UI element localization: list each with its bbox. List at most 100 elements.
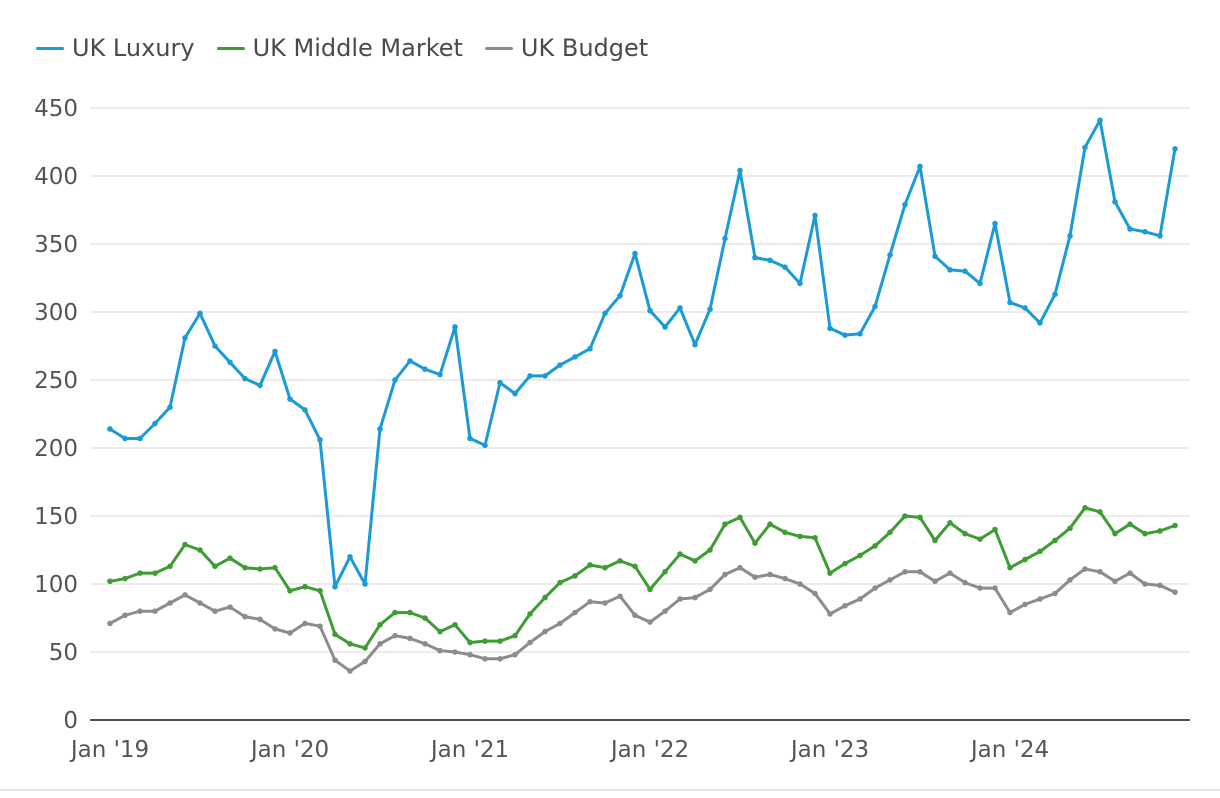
data-point-uk-budget	[257, 616, 263, 623]
data-point-uk-luxury	[797, 280, 803, 287]
data-point-uk-budget	[647, 619, 653, 625]
data-point-uk-luxury	[812, 212, 818, 219]
data-point-uk-budget	[107, 620, 113, 627]
data-point-uk-middle-market	[107, 578, 113, 585]
data-point-uk-budget	[1022, 601, 1028, 608]
y-tick-label-350: 350	[34, 232, 78, 258]
data-point-uk-budget	[167, 600, 173, 606]
data-point-uk-luxury	[347, 554, 353, 560]
data-point-uk-luxury	[482, 442, 488, 449]
data-point-uk-luxury	[1097, 117, 1103, 124]
legend-swatch-uk-budget	[484, 46, 513, 50]
data-point-uk-luxury	[737, 167, 743, 174]
legend-swatch-uk-luxury	[36, 46, 64, 50]
data-point-uk-middle-market	[752, 540, 758, 546]
data-point-uk-budget	[347, 668, 353, 674]
data-point-uk-luxury	[1142, 228, 1148, 235]
data-point-uk-budget	[302, 620, 308, 627]
data-point-uk-budget	[707, 586, 713, 593]
data-point-uk-middle-market	[272, 564, 278, 571]
data-point-uk-middle-market	[887, 529, 893, 536]
data-point-uk-middle-market	[737, 514, 743, 521]
data-point-uk-middle-market	[257, 566, 263, 572]
data-point-uk-budget	[1127, 570, 1133, 576]
data-point-uk-middle-market	[467, 639, 473, 646]
data-point-uk-middle-market	[347, 641, 353, 647]
data-point-uk-budget	[887, 577, 893, 583]
data-point-uk-middle-market	[1142, 530, 1148, 537]
data-point-uk-luxury	[932, 253, 938, 260]
data-point-uk-luxury	[1067, 233, 1073, 239]
data-point-uk-luxury	[1082, 144, 1088, 151]
data-point-uk-luxury	[272, 348, 278, 355]
series-line-uk-middle-market	[108, 506, 1177, 650]
data-point-uk-middle-market	[317, 588, 323, 594]
data-point-uk-budget	[857, 596, 863, 602]
data-point-uk-luxury	[1127, 226, 1133, 232]
legend-swatch-uk-middle-market	[216, 46, 245, 50]
data-point-uk-luxury	[647, 307, 653, 314]
data-point-uk-middle-market	[977, 536, 983, 542]
data-point-uk-luxury	[662, 324, 668, 330]
data-point-uk-budget	[212, 608, 218, 614]
data-point-uk-budget	[812, 590, 818, 597]
data-point-uk-luxury	[677, 305, 683, 311]
data-point-uk-budget	[617, 593, 623, 600]
data-point-uk-budget	[242, 613, 248, 620]
data-point-uk-middle-market	[602, 564, 608, 571]
data-point-uk-budget	[977, 585, 983, 591]
data-point-uk-luxury	[527, 373, 533, 379]
data-point-uk-luxury	[212, 343, 218, 349]
data-point-uk-middle-market	[872, 543, 878, 549]
x-tick-label-5: Jan '24	[969, 737, 1049, 763]
data-point-uk-luxury	[452, 324, 458, 330]
data-point-uk-luxury	[587, 345, 593, 352]
data-point-uk-middle-market	[242, 564, 248, 571]
data-point-uk-luxury	[407, 358, 413, 364]
data-point-uk-middle-market	[932, 537, 938, 544]
data-point-uk-budget	[902, 568, 908, 575]
data-point-uk-budget	[542, 628, 548, 635]
data-point-uk-luxury	[227, 359, 233, 366]
data-point-uk-middle-market	[332, 631, 338, 638]
legend-label-uk-middle-market: UK Middle Market	[252, 34, 463, 62]
data-point-uk-luxury	[632, 250, 638, 257]
data-point-uk-budget	[797, 581, 803, 587]
data-point-uk-luxury	[842, 332, 848, 338]
data-point-uk-luxury	[692, 341, 698, 348]
data-point-uk-middle-market	[407, 609, 413, 616]
data-point-uk-luxury	[767, 257, 773, 264]
data-point-uk-middle-market	[572, 573, 578, 579]
data-point-uk-luxury	[392, 377, 398, 383]
x-tick-label-1: Jan '20	[249, 737, 329, 763]
data-point-uk-middle-market	[512, 632, 518, 639]
data-point-uk-luxury	[122, 435, 128, 442]
data-point-uk-luxury	[1052, 291, 1058, 298]
data-point-uk-budget	[917, 568, 923, 575]
data-point-uk-middle-market	[1112, 530, 1118, 537]
data-point-uk-luxury	[287, 396, 293, 402]
data-point-uk-middle-market	[632, 563, 638, 570]
data-point-uk-budget	[962, 579, 968, 586]
data-point-uk-middle-market	[812, 534, 818, 541]
legend-item-uk-middle-market: UK Middle Market	[216, 34, 463, 62]
data-point-uk-budget	[527, 639, 533, 646]
data-point-uk-middle-market	[497, 638, 503, 644]
y-tick-label-250: 250	[34, 368, 78, 394]
data-point-uk-luxury	[722, 235, 728, 242]
data-point-uk-budget	[392, 632, 398, 639]
data-point-uk-budget	[677, 596, 683, 602]
data-point-uk-luxury	[1022, 305, 1028, 311]
data-point-uk-budget	[437, 647, 443, 654]
data-point-uk-budget	[1112, 578, 1118, 585]
y-tick-label-400: 400	[34, 164, 78, 190]
data-point-uk-luxury	[917, 163, 923, 170]
data-point-uk-luxury	[707, 306, 713, 313]
data-point-uk-middle-market	[647, 586, 653, 593]
data-point-uk-luxury	[1157, 233, 1163, 239]
data-point-uk-middle-market	[1097, 509, 1103, 515]
data-point-uk-budget	[227, 604, 233, 610]
data-point-uk-middle-market	[212, 563, 218, 570]
y-tick-label-150: 150	[34, 504, 78, 530]
